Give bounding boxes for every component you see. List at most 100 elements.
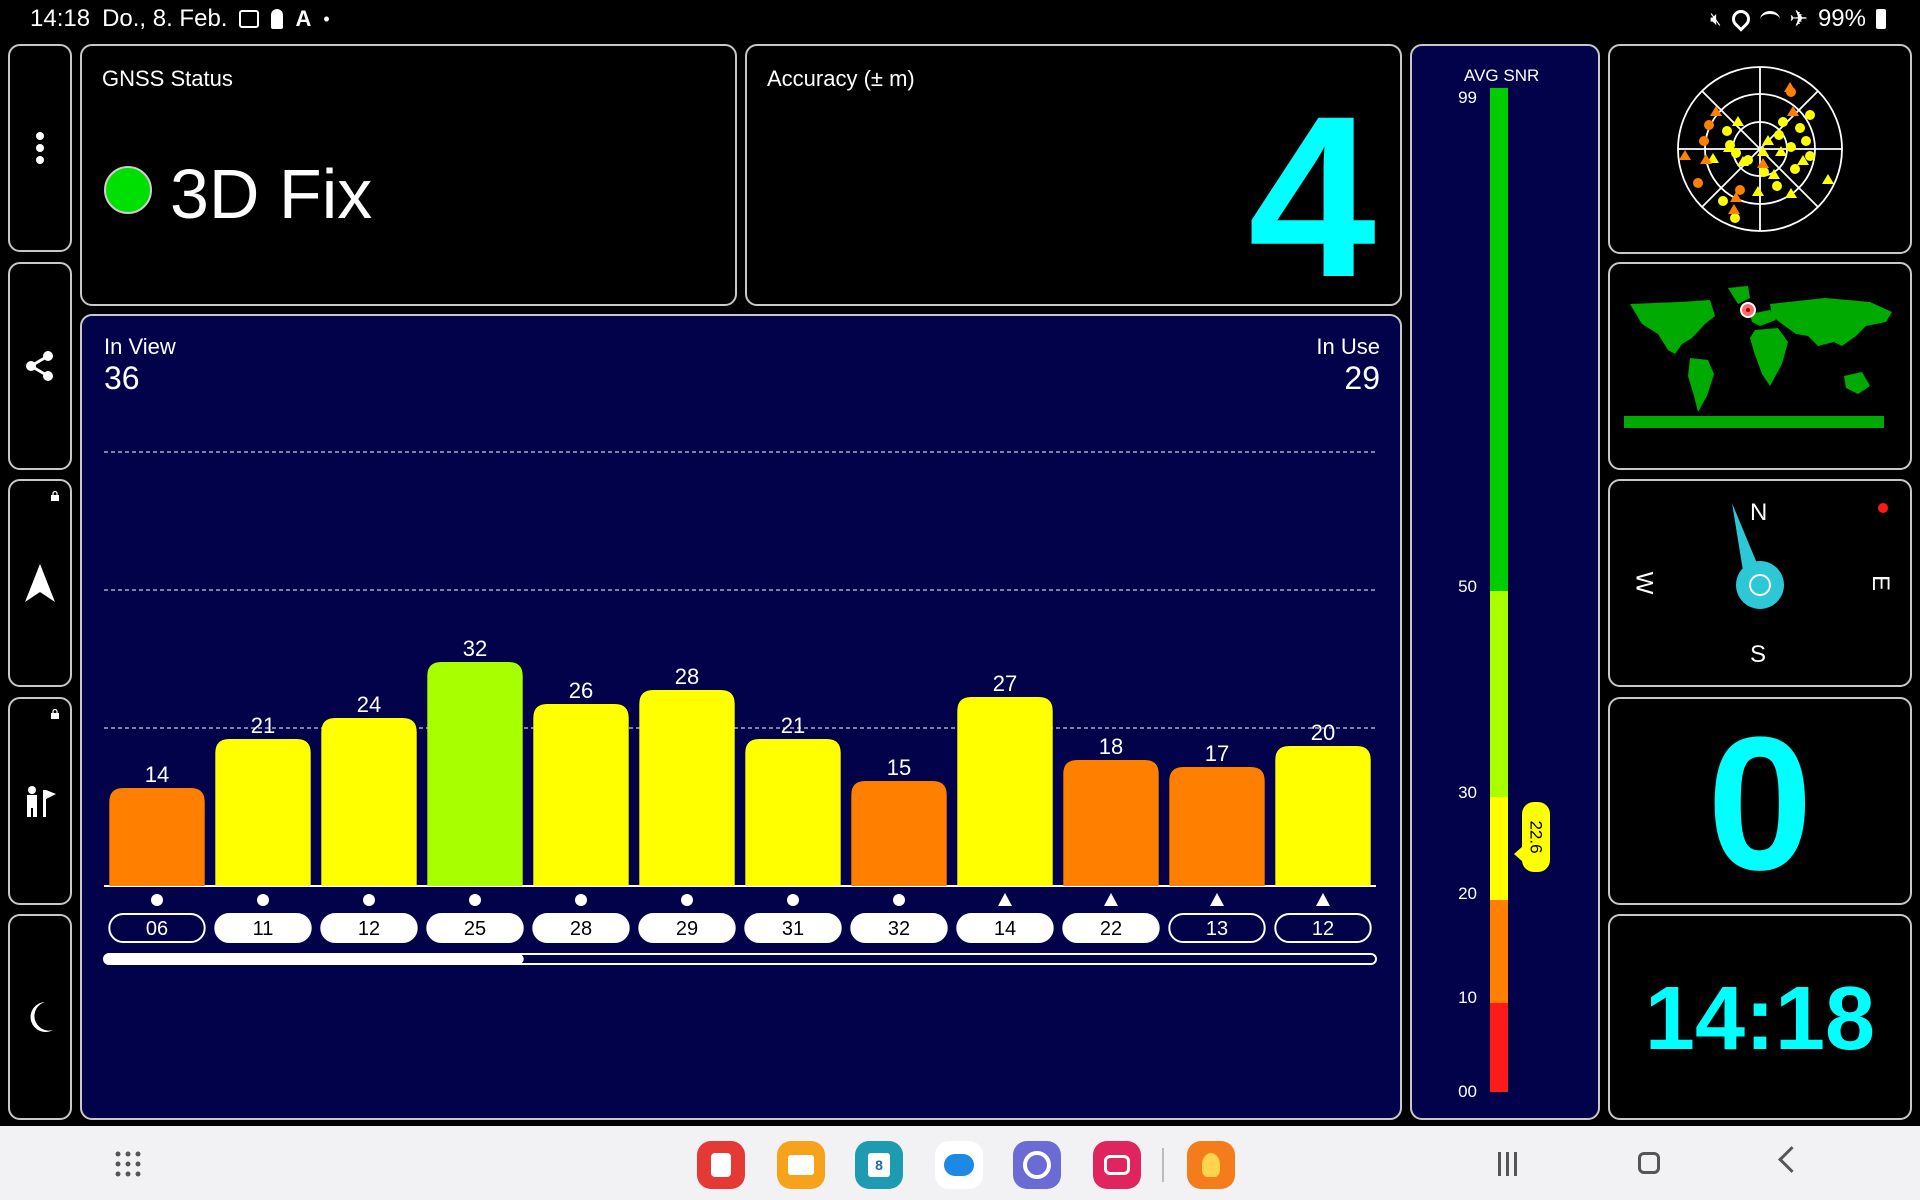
app-drawer-button[interactable] [114,1150,142,1178]
constellation-marker-circle [469,894,481,906]
bar-value-label: 32 [463,636,487,661]
avg-snr-panel: AVG SNR 99 50 30 20 10 00 22.6 [1410,44,1600,1120]
satellite-id-pill [956,913,1054,943]
compass-north: N [1750,499,1768,526]
lock-icon [51,709,59,719]
compass-needle [1732,503,1784,609]
snr-value-marker: 22.6 [1522,802,1550,872]
satellite-id-label: 06 [146,918,168,940]
snr-tick-00: 00 [1458,1082,1477,1101]
satellite-id-pill [850,913,948,943]
overflow-menu-button[interactable] [8,44,72,252]
battery-percent: 99% [1817,5,1866,32]
compass-indicator-dot [1878,503,1888,513]
bar-value-label: 26 [569,678,593,703]
accuracy-panel[interactable]: Accuracy (± m) 4 [745,44,1402,306]
messages-app-icon[interactable] [935,1141,983,1189]
in-view-label: In View [104,334,176,359]
gnss-status-panel[interactable]: GNSS Status 3D Fix [80,44,737,306]
sky-plot [1677,66,1843,232]
bar-value-label: 20 [1311,720,1335,745]
constellation-marker-triangle [998,893,1012,906]
share-button[interactable] [8,262,72,470]
notes-app-icon[interactable] [697,1141,745,1189]
recent-apps-button[interactable] [1498,1152,1520,1176]
big-value: 0 [1707,698,1813,905]
snr-tick-20: 20 [1458,884,1477,903]
snr-tick-99: 99 [1458,88,1477,107]
signal-chart-panel[interactable]: In View 36 In Use 29 14 06 21 11 24 12 32 25 26 2… [80,314,1402,1120]
satellite-id-label: 28 [570,918,592,940]
snr-bar-chart: 14 06 21 11 24 12 32 25 26 28 28 29 21 31 15 32 27 14 18 22… [103,451,1377,965]
accuracy-title: Accuracy (± m) [767,66,915,91]
navigation-button[interactable] [8,479,72,687]
wifi-icon [1759,10,1780,28]
satellite-id-label: 13 [1206,918,1228,940]
bar-value-label: 21 [251,713,275,738]
snr-band-orange [1490,900,1508,1003]
constellation-marker-circle [787,894,799,906]
signal-bar [851,781,947,886]
status-time: 14:18 [30,5,91,32]
satellite-id-pill [532,913,630,943]
battery-icon [1876,9,1886,29]
back-button[interactable] [1778,1146,1805,1173]
satellite-id-pill [744,913,842,943]
navigation-bar: 8 [0,1126,1920,1200]
calendar-app-icon[interactable]: 8 [855,1141,903,1189]
world-map [1624,286,1892,428]
satellite-id-pill [214,913,312,943]
satellite-id-label: 29 [676,918,698,940]
signal-bar [957,697,1053,886]
constellation-marker-circle [575,894,587,906]
satellite-id-label: 12 [1312,918,1334,940]
snr-tick-10: 10 [1458,988,1477,1007]
bar-value-label: 24 [357,692,381,717]
location-icon [1727,6,1754,32]
bar-value-label: 15 [887,755,911,780]
constellation-marker-triangle [1316,893,1330,906]
camera-app-icon[interactable] [1093,1141,1141,1189]
bar-value-label: 28 [675,664,699,689]
chart-scrollbar-thumb[interactable] [104,954,524,964]
bar-value-label: 14 [145,762,169,787]
world-map-panel[interactable] [1608,262,1912,470]
satellite-id-pill [426,913,524,943]
constellation-marker-triangle [1104,893,1118,906]
signal-bar [215,739,311,886]
satellite-id-label: 11 [253,918,274,940]
snr-marker-pointer [1514,846,1523,862]
signal-bar [639,690,735,886]
compass-panel[interactable]: N S W E [1608,479,1912,687]
internet-app-icon[interactable] [1013,1141,1061,1189]
gallery-notification-icon [239,10,260,28]
home-button[interactable] [1638,1152,1660,1174]
tips-app-icon[interactable] [1187,1141,1235,1189]
constellation-marker-circle [363,894,375,906]
constellation-marker-circle [681,894,693,906]
satellite-id-pill [1062,913,1160,943]
value-panel[interactable]: 0 [1608,697,1912,905]
avg-snr-title: AVG SNR [1464,66,1540,85]
satellite-id-label: 31 [782,918,804,940]
satellite-id-label: 32 [888,918,910,940]
more-vert-icon [36,132,44,164]
satellite-id-pill [1168,913,1266,943]
constellation-marker-circle [257,894,269,906]
clock-panel[interactable]: 14:18 [1608,914,1912,1120]
constellation-marker-triangle [1210,893,1224,906]
status-date: Do., 8. Feb. [102,5,228,32]
signal-bar [109,788,205,886]
airplane-icon: ✈ [1789,6,1808,31]
in-view-count: 36 [104,360,140,396]
snr-band-yellow [1490,797,1508,900]
compass-south: S [1750,641,1767,668]
files-app-icon[interactable] [777,1141,825,1189]
sky-view-panel[interactable] [1608,44,1912,254]
bar-value-label: 18 [1099,734,1123,759]
in-use-count: 29 [1344,360,1380,396]
night-mode-button[interactable] [8,914,72,1120]
signal-bar [427,662,523,886]
satellite-id-pill [638,913,736,943]
hiking-mode-button[interactable] [8,697,72,905]
